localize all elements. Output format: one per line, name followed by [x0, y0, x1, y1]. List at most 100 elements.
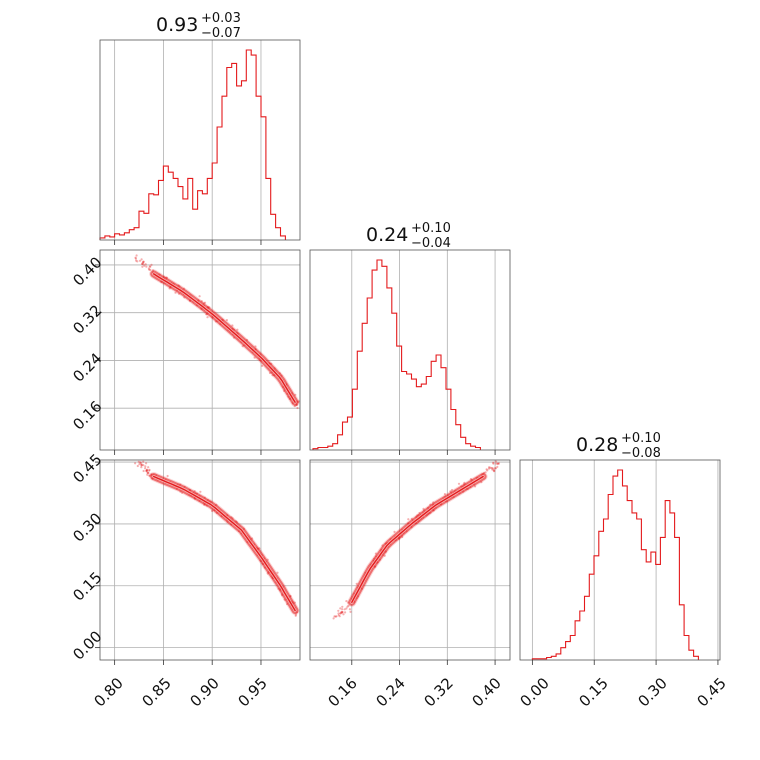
panel-p0-p1-sample [261, 364, 264, 367]
panel-p0-p1-sample [149, 265, 152, 268]
panel-p0-p1-sample [143, 264, 146, 267]
panel-p1-p2-sample [344, 611, 347, 614]
panel-p0-p2-sample [138, 463, 141, 466]
panel-p0-p2-contour-outer [150, 473, 299, 614]
panel-p0-p1-sample [203, 301, 207, 304]
panel-p1-p2-sample [492, 462, 495, 465]
panel-p1-p2-contour-fill [350, 475, 485, 604]
histogram-p1 [312, 259, 481, 450]
panel-p0-p2-sample [140, 464, 143, 467]
panel-p0-p2-sample [145, 469, 148, 472]
panel-p0-p1-sample [148, 265, 151, 268]
panel-p1-p2-sample [407, 518, 410, 521]
panel-p0-p2-sample [294, 613, 297, 616]
panel-p1-p2-sample [491, 468, 494, 471]
panel-p1-p2-sample [337, 614, 340, 617]
panel-p1-p2-contour-outer [348, 473, 487, 606]
title-p0: 0.93 [156, 14, 198, 36]
title-p2: 0.28 [576, 434, 618, 456]
panel-p1-p2-sample [488, 466, 491, 469]
panel-p0-p2-sample [145, 469, 148, 472]
panel-p0-p2-sample [136, 464, 139, 468]
panel-p1-p2-sample [492, 468, 495, 471]
panel-p0-p1-sample [149, 268, 152, 271]
xtick-p2-3: 0.45 [693, 674, 729, 710]
panel-p0-p2-sample [144, 467, 147, 470]
panel-p0-p2-sample [276, 571, 279, 574]
xtick-p0-2: 0.90 [186, 674, 222, 710]
panel-p0-p1-sample [138, 259, 142, 262]
panel-p0-p2-sample [147, 472, 150, 475]
panel-frame-0-2 [99, 459, 301, 661]
panel-p1-p2-sample [422, 507, 425, 510]
title-p1-minus: −0.04 [411, 236, 451, 251]
panel-p0-p2-contour-inner [152, 475, 296, 612]
panel-p0-p1-sample [148, 268, 151, 271]
panel-p1-p2-sample [443, 493, 446, 496]
panel-p0-p1-sample [147, 267, 150, 270]
panel-p1-p2-sample [342, 613, 345, 616]
panel-p1-p2-sample [496, 462, 499, 465]
panel-p0-p2-sample [146, 471, 150, 474]
panel-p1-p2-sample [338, 615, 341, 618]
panel-p0-p1-sample [140, 258, 143, 261]
panel-frame-1-2 [309, 459, 511, 661]
panel-p1-p2-sample [332, 617, 335, 620]
xtick-p1-3: 0.40 [468, 674, 504, 710]
xtick-p0-1: 0.85 [138, 674, 174, 710]
panel-p1-p2-sample [494, 467, 498, 470]
title-p0-plus: +0.03 [201, 11, 241, 26]
panel-p1-p2-sample [339, 607, 342, 610]
panel-p1-p2-sample [463, 481, 466, 484]
xtick-p0-0: 0.80 [90, 674, 126, 710]
panel-p1-p2-sample [341, 605, 344, 608]
panel-p0-p1-sample [140, 262, 144, 266]
panel-p1-p2-sample [345, 600, 348, 603]
panel-p1-p2-sample [343, 608, 346, 611]
panel-p1-p2-sample [486, 469, 489, 472]
panel-p0-p2-density-band [149, 472, 300, 615]
panel-p0-p2-sample [166, 474, 169, 478]
panel-p1-p2-sample [341, 608, 344, 611]
panel-p0-p1-sample [134, 257, 137, 260]
panel-p1-p2-sample [494, 460, 498, 463]
panel-p1-p2-contour-inner [351, 475, 484, 603]
panel-p1-p2-sample [340, 610, 343, 614]
panel-p1-p2-sample [337, 609, 340, 612]
panel-p0-p2-sample [148, 474, 151, 477]
panel-p1-p2-sample [335, 615, 338, 618]
panel-p1-p2-sample [492, 470, 496, 473]
panel-p0-p2-sample [145, 470, 148, 473]
panel-p0-p2-sample [146, 473, 149, 476]
panel-p0-p2-sample [148, 468, 151, 471]
panel-p1-p2-sample [492, 461, 495, 464]
panel-p0-p2-sample [140, 466, 143, 469]
panel-p1-p2-sample [497, 462, 501, 465]
panel-p0-p1-sample [135, 254, 138, 257]
panel-p0-p1-sample [145, 265, 148, 268]
panel-p1-p2-sample [383, 554, 386, 557]
xtick-p1-1: 0.24 [372, 674, 408, 710]
panel-p1-p2-sample [337, 612, 340, 615]
panel-p0-p2-sample [148, 469, 151, 472]
panel-p0-p1-sample [254, 345, 257, 348]
xtick-p1-0: 0.16 [324, 674, 360, 710]
panel-p0-p2-sample [140, 464, 143, 467]
panel-p1-p2-sample [355, 582, 358, 585]
panel-p1-p2-sample [341, 610, 344, 614]
panel-p1-p2-sample [393, 530, 396, 534]
panel-frame-0-1 [99, 249, 301, 451]
panel-p0-p2-sample [134, 462, 137, 465]
panel-p1-p2-sample [339, 612, 342, 615]
panel-p0-p2-sample [144, 465, 147, 468]
panel-p0-p1-sample [136, 260, 139, 263]
panel-frame-1-1 [309, 249, 511, 451]
panel-p1-p2-sample [450, 488, 454, 492]
panel-p1-p2-sample [490, 467, 493, 470]
panel-p1-p2-sample [496, 462, 499, 465]
panel-p1-p2-sample [334, 615, 337, 618]
panel-p0-p2-sample [211, 509, 214, 513]
panel-p1-p2-sample [457, 482, 461, 485]
xtick-p2-2: 0.30 [634, 674, 670, 710]
panel-p0-p1-contour-inner [152, 273, 296, 403]
